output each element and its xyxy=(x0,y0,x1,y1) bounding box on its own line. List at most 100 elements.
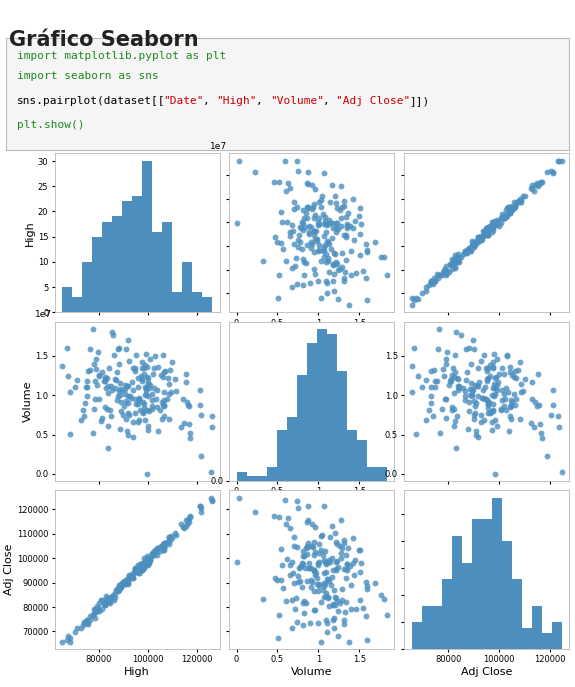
Point xyxy=(285,522,294,533)
Point xyxy=(141,381,150,392)
Point xyxy=(302,177,312,188)
Point xyxy=(536,177,546,188)
Point xyxy=(475,232,484,243)
Point xyxy=(125,355,134,366)
Point xyxy=(93,347,102,358)
Point xyxy=(144,383,154,394)
Point xyxy=(328,259,338,270)
Point xyxy=(473,231,482,242)
Bar xyxy=(317,330,327,481)
Point xyxy=(500,213,509,224)
Point xyxy=(148,548,157,559)
Bar xyxy=(492,498,502,649)
Point xyxy=(322,277,331,288)
Point xyxy=(125,409,134,420)
Point xyxy=(319,585,328,596)
Point xyxy=(455,383,464,394)
Point xyxy=(484,221,493,232)
Point xyxy=(164,532,174,543)
Point xyxy=(336,515,345,526)
Point xyxy=(103,387,112,398)
Point xyxy=(130,563,139,574)
Point xyxy=(289,532,298,543)
Point xyxy=(322,275,331,286)
Point xyxy=(124,578,133,589)
Point xyxy=(315,213,324,224)
Point xyxy=(104,442,113,453)
Point xyxy=(277,237,286,248)
Point xyxy=(497,218,506,229)
Point xyxy=(105,598,114,609)
Point xyxy=(468,239,477,250)
Point xyxy=(271,572,280,583)
Point xyxy=(138,561,147,572)
Point xyxy=(305,618,315,629)
Point xyxy=(342,229,351,240)
Point xyxy=(281,495,290,506)
Point xyxy=(288,226,297,237)
Point xyxy=(145,554,154,565)
Point xyxy=(453,252,462,263)
Point xyxy=(334,605,343,616)
Point xyxy=(274,633,283,644)
Point xyxy=(313,220,323,231)
Point xyxy=(301,563,310,574)
Bar xyxy=(412,622,422,649)
Point xyxy=(307,243,316,254)
Point xyxy=(330,599,339,610)
Point xyxy=(348,532,358,543)
Point xyxy=(129,572,138,583)
Point xyxy=(322,614,331,625)
Point xyxy=(63,342,72,353)
Point xyxy=(482,362,491,373)
Bar xyxy=(552,622,562,649)
Text: import seaborn as sns: import seaborn as sns xyxy=(17,71,159,81)
Point xyxy=(489,221,498,232)
Point xyxy=(343,559,352,570)
Bar xyxy=(132,196,142,313)
Point xyxy=(483,363,492,374)
Point xyxy=(197,502,206,513)
Point xyxy=(157,413,166,424)
Point xyxy=(327,553,336,564)
Point xyxy=(332,563,341,574)
Point xyxy=(135,392,144,403)
Point xyxy=(509,196,519,207)
Point xyxy=(140,359,150,370)
Point xyxy=(357,557,366,568)
Point xyxy=(303,501,312,512)
Point xyxy=(302,201,312,212)
Point xyxy=(313,275,323,286)
Point xyxy=(421,282,431,293)
Point xyxy=(286,570,295,581)
Point xyxy=(516,414,525,425)
Point xyxy=(259,256,268,267)
Point xyxy=(472,397,481,408)
Point xyxy=(470,407,480,418)
Point xyxy=(355,594,364,605)
Point xyxy=(442,354,451,365)
Point xyxy=(442,347,451,358)
Point xyxy=(151,546,160,557)
Point xyxy=(131,563,140,574)
Point xyxy=(161,365,170,376)
Point xyxy=(329,612,338,623)
Point xyxy=(362,576,371,587)
Point xyxy=(65,387,74,398)
Point xyxy=(304,563,313,574)
Point xyxy=(484,402,493,413)
Point xyxy=(185,513,194,523)
Point xyxy=(408,300,417,311)
Point xyxy=(139,407,148,418)
Point xyxy=(150,350,159,361)
Point xyxy=(89,607,98,618)
Point xyxy=(86,611,95,622)
Point xyxy=(310,264,319,275)
Point xyxy=(89,324,98,335)
Point xyxy=(159,541,168,552)
Point xyxy=(323,237,332,248)
Point xyxy=(536,427,546,438)
Point xyxy=(472,236,481,247)
Point xyxy=(288,595,297,606)
Point xyxy=(310,209,320,220)
